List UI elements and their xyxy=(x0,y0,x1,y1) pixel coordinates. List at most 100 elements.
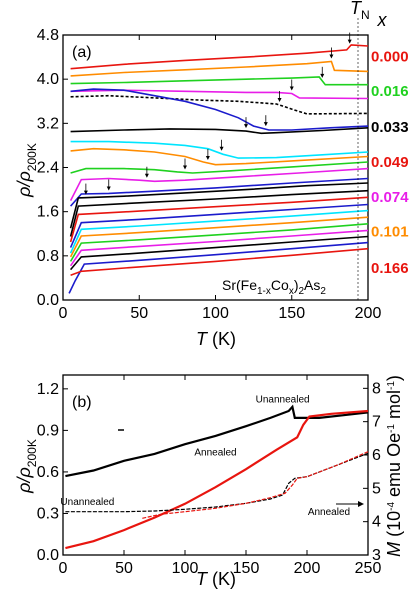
composition-label-2: 0.033 xyxy=(371,119,409,136)
panel-b-y2-axis-label: M (10-4 emu Oe-1 mol-1) xyxy=(384,375,404,557)
composition-label-0: 0.000 xyxy=(371,48,409,65)
tn-arrowhead-6 xyxy=(244,124,248,129)
y2-tick-label-b-3: 6 xyxy=(372,447,381,464)
series-line-a-15 xyxy=(69,203,369,248)
x-tick-label-a-1: 50 xyxy=(130,305,148,322)
panel-a-label: (a) xyxy=(72,44,92,61)
x-tick-label-a-2: 100 xyxy=(202,305,229,322)
x-tick-label-b-5: 250 xyxy=(355,560,382,577)
tn-arrowhead-1 xyxy=(329,54,334,59)
series-line-a-21 xyxy=(68,241,369,294)
y2-tick-label-b-2: 5 xyxy=(372,480,381,497)
x-tick-label-a-4: 200 xyxy=(355,305,382,322)
panel-b-x-axis-label: T (K) xyxy=(196,569,236,589)
series-line-a-6 xyxy=(70,127,369,135)
tn-arrowhead-4 xyxy=(277,98,282,103)
tn-arrowhead-12 xyxy=(83,190,88,195)
y-tick-label-a-4: 3.2 xyxy=(37,115,59,132)
series-line-a-16 xyxy=(69,209,369,254)
panel-a-x-axis-label: T (K) xyxy=(196,329,236,349)
x-tick-label-b-3: 150 xyxy=(233,560,260,577)
series-line-a-18 xyxy=(69,223,369,262)
panel-b-label: (b) xyxy=(72,394,92,411)
svg-text:ρ/ρ200K: ρ/ρ200K xyxy=(14,439,39,494)
series-line-a-1 xyxy=(70,60,369,77)
annotation-b-1: Annealed xyxy=(194,447,236,458)
y-tick-label-a-5: 4.0 xyxy=(37,71,59,88)
series-line-a-8 xyxy=(70,147,369,166)
series-line-a-11 xyxy=(70,177,369,207)
panel-b-arrow xyxy=(336,501,364,507)
panel-a-composition-labels: 0.000 0.016 0.033 0.049 0.074 0.101 0.166 xyxy=(371,48,409,276)
y-tick-label-b-1: 0.3 xyxy=(37,505,59,522)
y2-tick-label-b-5: 8 xyxy=(372,380,381,397)
x-tick-label-b-0: 0 xyxy=(59,560,68,577)
composition-label-1: 0.016 xyxy=(371,83,409,100)
panel-b-x-ticks: 0 50 100 150 200 250 xyxy=(59,375,382,577)
x-tick-label-b-2: 100 xyxy=(172,560,199,577)
series-line-a-5 xyxy=(70,88,369,131)
series-line-b-1 xyxy=(65,409,369,550)
y-tick-label-b-4: 1.2 xyxy=(37,381,59,398)
series-line-a-19 xyxy=(69,229,369,267)
panel-b-y2-ticks: 3 4 5 6 7 8 xyxy=(363,380,381,564)
tn-arrowhead-7 xyxy=(219,146,224,151)
composition-label-4: 0.074 xyxy=(371,189,409,206)
tn-label: TN xyxy=(350,0,370,22)
series-line-a-2 xyxy=(70,76,368,86)
y-tick-label-a-2: 1.6 xyxy=(37,204,59,221)
composition-label-3: 0.049 xyxy=(371,154,409,171)
series-line-a-7 xyxy=(70,140,369,159)
panel-b-series xyxy=(65,404,369,550)
series-line-a-13 xyxy=(69,189,369,237)
panel-b-annotations: Unannealed Annealed Unannealed Annealed xyxy=(60,395,350,518)
panel-a-y-ticks: 0.0 0.8 1.6 2.4 3.2 4.0 4.8 xyxy=(37,27,68,309)
tn-arrowhead-9 xyxy=(183,165,187,170)
compound-label: Sr(Fe1-xCox)2As2 xyxy=(222,277,326,297)
y2-tick-label-b-4: 7 xyxy=(372,414,381,431)
panel-a-y-axis-label: ρ/ρ200K xyxy=(14,143,39,198)
series-line-a-4 xyxy=(70,94,369,115)
panel-a-series xyxy=(68,32,369,294)
x-tick-label-b-4: 200 xyxy=(294,560,321,577)
series-line-b-0 xyxy=(65,404,369,478)
annotation-b-0: Unannealed xyxy=(256,395,310,406)
y-tick-label-a-3: 2.4 xyxy=(37,160,59,177)
annotation-b-2: Unannealed xyxy=(60,497,114,508)
x-tick-label-a-0: 0 xyxy=(59,305,68,322)
tn-arrowhead-2 xyxy=(320,73,325,78)
annotation-b-3: Annealed xyxy=(308,507,350,518)
series-line-a-22 xyxy=(70,247,369,276)
series-line-a-14 xyxy=(69,196,369,243)
panel-a: 0 50 100 150 200 0.0 0.8 1.6 2.4 3.2 4.0 4.8 0.000… xyxy=(14,0,409,349)
series-line-a-9 xyxy=(70,161,369,174)
x-tick-label-a-3: 150 xyxy=(278,305,305,322)
tn-arrowhead-3 xyxy=(289,86,294,91)
y-tick-label-a-0: 0.0 xyxy=(37,292,59,309)
series-line-a-12 xyxy=(69,182,369,229)
y2-tick-label-b-1: 4 xyxy=(372,514,381,531)
x-tick-label-b-1: 50 xyxy=(115,560,133,577)
y-tick-label-b-0: 0.0 xyxy=(37,547,59,564)
svg-text:M (10-4 emu Oe-1 mol-1): M (10-4 emu Oe-1 mol-1) xyxy=(384,375,404,557)
svg-text:ρ/ρ200K: ρ/ρ200K xyxy=(14,143,39,198)
series-line-a-10 xyxy=(69,167,369,201)
composition-label-5: 0.101 xyxy=(371,223,409,240)
tn-arrowhead-10 xyxy=(144,173,149,178)
y-tick-label-a-6: 4.8 xyxy=(37,27,59,44)
panel-b-frame xyxy=(62,374,369,556)
series-line-b-3 xyxy=(142,451,369,519)
panel-b-y-axis-label: ρ/ρ200K xyxy=(14,439,39,494)
y-tick-label-b-2: 0.6 xyxy=(37,464,59,481)
composition-label-6: 0.166 xyxy=(371,260,409,277)
tn-arrowhead-0 xyxy=(347,39,352,44)
panel-b-y-ticks: 0.0 0.3 0.6 0.9 1.2 xyxy=(37,381,68,564)
series-line-a-3 xyxy=(70,89,369,100)
tn-arrowhead-8 xyxy=(205,156,210,161)
panel-b: 0 50 100 150 200 250 0.0 0.3 0.6 0.9 1.2 3 4 5 6 7 8 U… xyxy=(14,374,404,589)
series-line-a-17 xyxy=(69,216,369,258)
series-line-a-0 xyxy=(70,44,369,70)
series-line-a-20 xyxy=(69,235,369,271)
tn-arrowhead-5 xyxy=(263,122,268,127)
